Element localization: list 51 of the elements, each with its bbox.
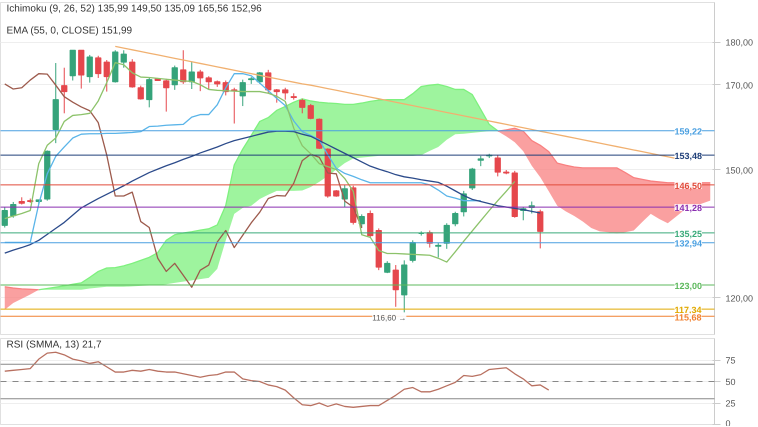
y-tick-label: 75 [726, 356, 736, 366]
ref-line-label: 115,68 [674, 312, 702, 322]
candlestick [95, 55, 102, 78]
line-series [4, 73, 362, 288]
candlestick [120, 50, 127, 68]
annotation: 116,60 → [372, 313, 406, 322]
candlestick [308, 103, 314, 120]
candlestick [274, 88, 280, 104]
ref-line-label: 153,48 [674, 151, 702, 162]
ref-line-label: 135,25 [674, 228, 702, 239]
candlestick [172, 65, 178, 90]
candlestick [206, 76, 212, 90]
ref-line-label: 132,94 [674, 238, 702, 249]
candlestick [469, 167, 476, 191]
ref-line-label: 159,22 [674, 126, 702, 137]
candlestick [180, 50, 186, 84]
chart-title: Ichimoku (9, 26, 52) 135,99 149,50 135,09 165,56 152,96 [6, 4, 262, 14]
candlestick [435, 242, 442, 258]
candlestick [265, 69, 272, 94]
ref-line-label: 117,34 [674, 305, 702, 316]
candlestick [197, 69, 204, 92]
y-tick-label: 170,00 [726, 80, 754, 90]
candlestick [452, 211, 458, 227]
candlestick [138, 85, 144, 100]
candlestick [61, 67, 68, 114]
ref-line-label: 123,00 [674, 281, 702, 292]
candlestick [478, 155, 484, 167]
candlestick [2, 206, 8, 228]
candlestick [282, 87, 288, 100]
candlestick [537, 209, 544, 249]
y-tick-label: 50 [726, 377, 736, 387]
chart-title: RSI (SMMA, 13) 21,7 [6, 340, 102, 350]
ref-line-label: 141,28 [674, 203, 702, 214]
y-tick-label: 120,00 [726, 293, 754, 304]
text: EMA (55, 0, CLOSE) 151,99 [6, 26, 133, 36]
y-tick-label: 150,00 [726, 165, 754, 176]
candlestick [367, 210, 374, 238]
y-tick-label: 180,00 [726, 38, 754, 48]
candlestick [494, 154, 501, 177]
candlestick [188, 60, 195, 90]
candlestick [240, 79, 246, 107]
candlestick [86, 54, 93, 84]
candlestick [299, 98, 306, 114]
line-series [4, 352, 550, 408]
candlestick [146, 77, 152, 108]
candlestick [104, 60, 110, 92]
y-tick-label: 25 [726, 398, 736, 408]
candlestick [410, 240, 416, 263]
candlestick [163, 78, 170, 112]
ref-line-label: 146,50 [674, 180, 702, 191]
candlestick [392, 264, 399, 308]
